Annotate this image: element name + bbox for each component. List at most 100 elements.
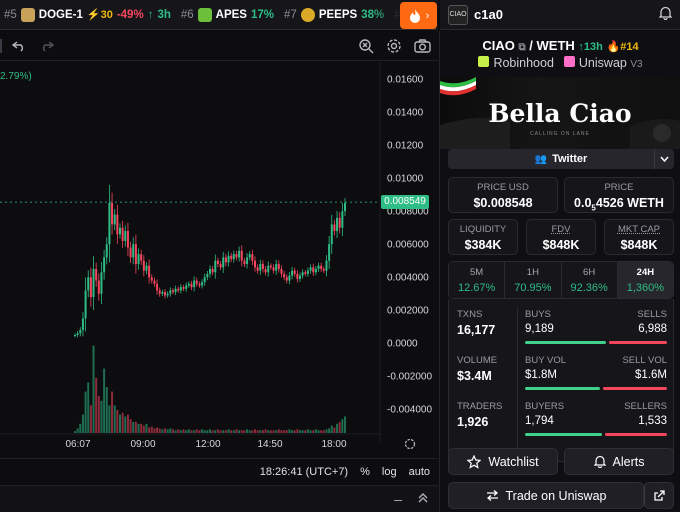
candle-body — [145, 265, 148, 271]
zoom-search-icon[interactable] — [357, 37, 375, 55]
candle-body — [275, 264, 278, 271]
traders-stat: TRADERS 1,926 — [457, 401, 503, 429]
tab-6h[interactable]: 6H 92.36% — [561, 262, 618, 298]
chevron-down-icon[interactable] — [654, 149, 674, 169]
ticker-item[interactable]: #7 PEEPS 38% — [284, 7, 384, 22]
tab-5m[interactable]: 5M 12.67% — [449, 262, 506, 298]
minimize-icon[interactable]: – — [394, 491, 402, 507]
twitter-button[interactable]: 👥 Twitter — [448, 149, 674, 169]
volume-bar — [187, 429, 190, 433]
candle-body — [97, 280, 100, 294]
ticker-fade — [372, 0, 402, 29]
y-tick-label: -0.004000 — [387, 405, 432, 416]
volume-bar — [119, 414, 121, 433]
y-tick-label: 0.01000 — [387, 174, 424, 185]
volume-bar — [259, 430, 262, 433]
double-chevron-up-icon[interactable] — [418, 492, 428, 506]
volume-bar — [137, 423, 140, 433]
ticker-symbol: PEEPS — [318, 8, 358, 21]
watchlist-button[interactable]: Watchlist — [448, 448, 558, 475]
volume-bar — [216, 429, 219, 433]
token-header: CIAO c1a0 — [440, 0, 680, 30]
candle-body — [121, 227, 124, 241]
percent-scale-toggle[interactable]: % — [360, 465, 370, 478]
camera-icon[interactable] — [413, 37, 431, 55]
volume-bar — [116, 410, 119, 433]
dex-link[interactable]: Uniswap V3 — [563, 56, 643, 70]
candle-body — [285, 277, 288, 281]
candle-body — [280, 268, 283, 274]
candle-body — [148, 265, 151, 278]
candle-body — [288, 275, 291, 281]
price-native-value: 0.054526 WETH — [574, 196, 664, 213]
candle-body — [100, 272, 103, 294]
candle-body — [134, 244, 137, 265]
settings-gear-icon[interactable] — [385, 37, 403, 55]
candle-body — [246, 257, 249, 265]
y-tick-label: 0.002000 — [387, 306, 429, 317]
bell-icon[interactable] — [658, 6, 673, 23]
tab-24h[interactable]: 24H 1,360% — [617, 262, 673, 298]
volume-bar — [103, 368, 106, 433]
liquidity-card: LIQUIDITY $384K — [448, 219, 518, 255]
candle-body — [328, 244, 331, 261]
volume-bar — [145, 423, 148, 433]
chart-bottom-bar: 18:26:41 (UTC+7) % log auto — [0, 458, 438, 484]
volume-bar — [317, 430, 320, 433]
candle-body — [111, 202, 114, 225]
uniswap-icon — [563, 56, 575, 67]
copy-icon[interactable]: ⧉ — [518, 42, 526, 53]
volume-bar — [254, 429, 256, 433]
candle-body — [214, 260, 217, 273]
alerts-label: Alerts — [612, 454, 645, 469]
volume-bar — [299, 430, 301, 433]
trade-stats: TXNS 16,177 VOLUME $3.4M TRADERS 1,926 BUYS… — [448, 299, 674, 462]
hot-pairs-button[interactable]: › — [400, 2, 437, 29]
buy-vol-fill — [525, 387, 601, 390]
candle-body — [84, 290, 87, 319]
volume-bar — [277, 429, 280, 433]
twitter-label: Twitter — [552, 153, 588, 165]
redo-icon[interactable] — [38, 37, 56, 55]
candle-body — [320, 265, 323, 269]
tab-1h[interactable]: 1H 70.95% — [505, 262, 562, 298]
price-chart[interactable]: 0.01600 0.01400 0.01200 0.01000 0.008000 0.00… — [0, 62, 438, 458]
mkt-cap-card[interactable]: MKT CAP $848K — [604, 219, 674, 255]
volume-bar — [248, 430, 251, 433]
ticker-item[interactable]: #5 DOGE-1 ⚡30 -49% ↑ 3h — [4, 7, 171, 22]
candle-body — [248, 254, 251, 258]
alerts-button[interactable]: Alerts — [564, 448, 674, 475]
volume-bar — [132, 421, 135, 433]
ticker-item[interactable]: #6 APES 17% — [181, 7, 274, 22]
volume-bar — [275, 430, 278, 433]
log-scale-toggle[interactable]: log — [381, 465, 397, 478]
axis-settings-icon[interactable] — [404, 438, 416, 450]
external-link-button[interactable] — [644, 482, 674, 509]
ticker-rank: #7 — [284, 8, 297, 21]
auto-scale-toggle[interactable]: auto — [408, 465, 430, 478]
candle-body — [158, 290, 161, 294]
mkt-cap-value: $848K — [620, 238, 658, 252]
chart-footer: – — [0, 485, 438, 512]
pair-quote: WETH — [536, 38, 575, 53]
candle-body — [105, 244, 108, 258]
trade-button[interactable]: Trade on Uniswap — [448, 482, 644, 509]
candle-body — [198, 283, 201, 286]
candle-body — [211, 268, 214, 273]
volume-bar — [219, 430, 222, 433]
undo-icon[interactable] — [10, 37, 28, 55]
x-tick-label: 14:50 — [257, 439, 282, 450]
volume-bar — [166, 429, 169, 433]
volume-bar — [240, 430, 243, 433]
fdv-card[interactable]: FDV $848K — [526, 219, 596, 255]
candle-body — [169, 290, 172, 294]
buy-sell-vol-stat: BUY VOL SELL VOL $1.8M $1.6M — [525, 355, 667, 390]
volume-bar — [224, 430, 227, 433]
volume-bar — [293, 430, 296, 433]
candle-body — [224, 257, 227, 263]
chain-link[interactable]: Robinhood — [478, 56, 554, 70]
volume-bar — [296, 429, 299, 433]
price-usd-card: PRICE USD $0.008548 — [448, 177, 558, 213]
candle-body — [336, 217, 339, 232]
candlestick-chart[interactable]: 0.016000.014000.012000.010000.0080000.00… — [0, 62, 438, 458]
